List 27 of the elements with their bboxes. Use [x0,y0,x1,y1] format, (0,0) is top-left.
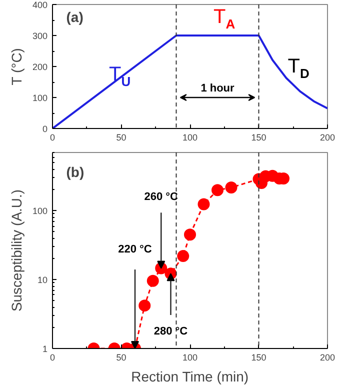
x-tick-label: 200 [320,352,336,362]
annotation: (a) [66,8,84,25]
y-tick-label: 0 [42,124,48,134]
x-tick-label: 0 [50,132,56,142]
y-tick-label: 200 [32,62,48,72]
annotation: (b) [66,164,84,180]
y-tick-label: 100 [32,93,48,103]
x-tick-label: 50 [116,132,126,142]
y-tick-label: 400 [32,0,48,10]
x-axis-title: Rection Time (min) [131,368,249,384]
annotation: 1 hour [200,82,236,94]
x-tick-label: 150 [251,132,266,142]
x-tick-label: 200 [320,132,336,142]
annotation: 280 °C [154,325,188,338]
y-tick-label: 1 [42,344,48,354]
annotation: 220 °C [118,244,152,256]
y-tick-label: 10 [37,275,48,286]
x-tick-label: 0 [50,352,56,362]
y-tick-label: 100 [32,206,48,216]
x-tick-label: 100 [182,132,198,142]
x-tick-label: 100 [182,352,198,362]
x-tick-label: 150 [251,352,266,362]
y-axis-title: Susceptibility (A.U.) [8,189,24,312]
y-tick-label: 300 [32,31,48,41]
x-tick-label: 50 [116,352,126,362]
annotation: 260 °C [144,190,178,203]
y-axis-title: T (°C) [8,48,24,86]
